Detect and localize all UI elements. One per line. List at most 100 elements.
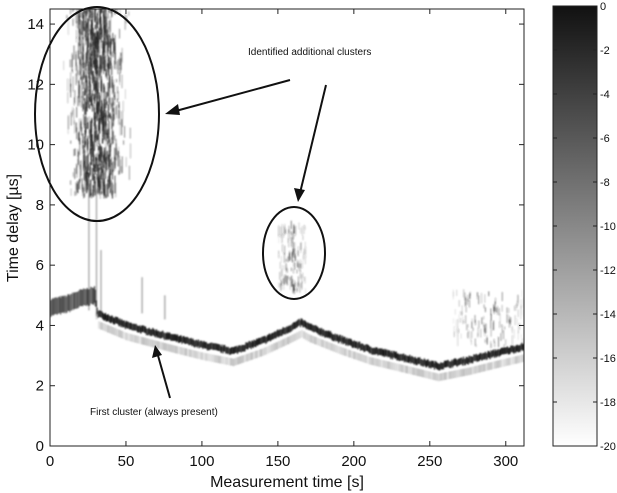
cluster-cell	[297, 276, 300, 287]
trace-halo	[239, 356, 242, 364]
trace-cell	[130, 322, 132, 330]
trace-cell	[397, 353, 399, 360]
cluster-cell	[91, 39, 94, 56]
cluster-cell	[100, 56, 102, 73]
cluster-cell	[78, 36, 81, 40]
cluster-cell	[83, 193, 86, 198]
cluster-cell	[88, 28, 90, 35]
streak	[95, 189, 98, 317]
cluster-cell	[289, 276, 291, 281]
cluster-cell	[79, 164, 81, 181]
cluster-cell	[85, 123, 87, 129]
cluster-cell	[287, 256, 289, 263]
cluster-cell	[75, 73, 77, 86]
trace-cell	[109, 315, 111, 323]
streak	[100, 250, 102, 311]
cluster-cell	[492, 322, 494, 331]
trace-halo	[218, 355, 222, 364]
trace-cell	[204, 341, 206, 349]
trace-cell	[398, 354, 400, 361]
cluster-cell	[283, 277, 285, 285]
cluster-cell	[106, 123, 109, 135]
cluster-cell	[74, 90, 76, 104]
trace-halo	[207, 353, 210, 362]
cluster-cell	[91, 26, 93, 31]
cluster-cell	[460, 317, 462, 323]
cluster-cell	[108, 97, 110, 111]
cluster-cell	[75, 29, 78, 39]
cluster-cell	[74, 120, 76, 134]
trace-cell	[295, 321, 297, 329]
cluster-cell	[281, 264, 283, 269]
trace-cell	[211, 342, 213, 350]
cluster-cell	[96, 158, 98, 173]
cluster-cell	[520, 314, 522, 320]
trace-halo	[394, 363, 397, 371]
trace-cell	[82, 288, 85, 305]
cluster-cell	[92, 58, 94, 69]
trace-halo	[120, 330, 124, 339]
cluster-cell	[484, 294, 486, 303]
cluster-cell	[277, 253, 280, 258]
cluster-cell	[105, 110, 107, 118]
cluster-cell	[119, 9, 121, 15]
trace-halo	[464, 368, 468, 376]
trace-cell	[122, 320, 124, 328]
cluster-cell	[283, 252, 286, 263]
cluster-cell	[63, 60, 65, 71]
cluster-cell	[104, 36, 106, 54]
trace-cell	[447, 359, 449, 367]
trace-cell	[422, 360, 425, 367]
trace-cell	[110, 316, 112, 324]
trace-cell	[225, 346, 228, 354]
cluster-cell	[93, 93, 95, 100]
trace-cell	[323, 330, 325, 337]
cluster-cell	[102, 171, 104, 184]
cluster-cell	[98, 79, 100, 89]
cluster-cell	[83, 154, 85, 168]
trace-cell	[316, 326, 318, 333]
cluster-cell	[104, 162, 107, 180]
cluster-cell	[109, 169, 111, 185]
cluster-cell	[87, 18, 89, 28]
trace-halo	[505, 358, 509, 366]
cluster-cell	[467, 329, 470, 333]
trace-halo	[109, 326, 112, 334]
cluster-cell	[102, 61, 105, 74]
trace-cell	[270, 333, 272, 341]
cluster-cell	[102, 128, 104, 141]
cluster-cell	[73, 97, 75, 106]
trace-cell	[137, 325, 139, 333]
trace-cell	[434, 361, 437, 368]
trace-halo	[214, 355, 217, 363]
trace-cell	[154, 330, 157, 338]
cluster-cell	[105, 55, 108, 67]
cluster-cell	[511, 326, 513, 331]
trace-cell	[472, 356, 474, 364]
cluster-cell	[456, 327, 459, 337]
trace-halo	[398, 364, 402, 372]
trace-halo	[241, 355, 244, 363]
cluster-cell	[89, 43, 91, 50]
trace-cell	[395, 351, 397, 359]
trace-cell	[445, 360, 447, 368]
cluster-cell	[290, 267, 293, 272]
cluster-cell	[78, 84, 81, 103]
cluster-cell	[467, 294, 470, 302]
cluster-cell	[484, 307, 487, 313]
trace-halo	[489, 362, 493, 370]
trace-cell	[114, 316, 117, 324]
trace-cell	[337, 334, 339, 342]
trace-halo	[378, 359, 381, 367]
cluster-cell	[291, 275, 293, 283]
trace-halo	[366, 356, 370, 364]
cluster-cell	[90, 20, 93, 26]
trace-cell	[396, 353, 398, 361]
trace-cell	[256, 339, 259, 346]
x-tick-label: 100	[189, 453, 214, 470]
trace-halo	[102, 323, 105, 331]
trace-cell	[147, 328, 149, 336]
trace-cell	[170, 334, 172, 341]
cluster-cell	[84, 97, 86, 115]
trace-cell	[153, 329, 156, 337]
